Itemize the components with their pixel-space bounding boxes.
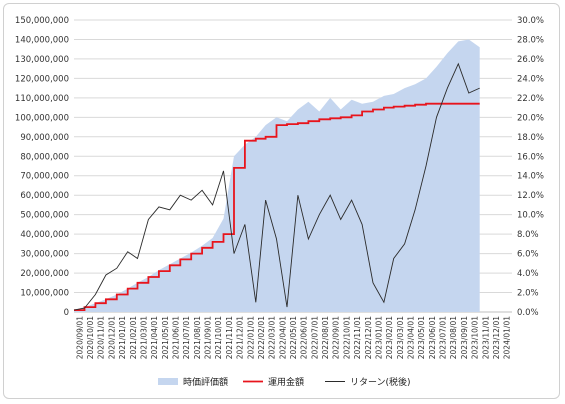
x-tick-label: 2021/05/01 bbox=[161, 316, 170, 359]
x-tick-label: 2022/10/01 bbox=[342, 316, 351, 359]
y2-tick-label: 18.0% bbox=[517, 133, 544, 143]
x-tick-label: 2023/10/01 bbox=[471, 316, 480, 359]
y2-tick-label: 10.0% bbox=[517, 211, 544, 221]
y-tick-label: 90,000,000 bbox=[20, 133, 69, 143]
x-tick-label: 2023/08/01 bbox=[449, 316, 458, 359]
x-tick-label: 2022/01/01 bbox=[246, 316, 255, 359]
x-tick-label: 2023/06/01 bbox=[428, 316, 437, 359]
x-tick-label: 2022/12/01 bbox=[364, 316, 373, 359]
y2-tick-label: 12.0% bbox=[517, 191, 544, 201]
y-tick-label: 70,000,000 bbox=[20, 172, 69, 182]
x-tick-label: 2021/06/01 bbox=[171, 316, 180, 359]
x-tick-label: 2020/09/01 bbox=[75, 316, 84, 359]
y-tick-label: 20,000,000 bbox=[20, 269, 69, 279]
x-tick-label: 2021/07/01 bbox=[182, 316, 191, 359]
line-series-2 bbox=[73, 62, 480, 311]
x-tick-label: 2021/03/01 bbox=[139, 316, 148, 359]
x-tick-label: 2023/07/01 bbox=[439, 316, 448, 359]
line-series-layer bbox=[73, 62, 480, 311]
line-series-1 bbox=[74, 102, 480, 311]
x-tick-label: 2024/01/01 bbox=[503, 316, 512, 359]
y-tick-label: 120,000,000 bbox=[15, 74, 69, 84]
legend-label: リターン(税後) bbox=[350, 376, 411, 388]
x-tick-label: 2022/09/01 bbox=[332, 316, 341, 359]
x-tick-label: 2022/04/01 bbox=[278, 316, 287, 359]
x-tick-label: 2021/12/01 bbox=[236, 316, 245, 359]
y2-tick-label: 6.0% bbox=[517, 250, 539, 260]
x-tick-label: 2023/05/01 bbox=[417, 316, 426, 359]
x-axis-ticks: 2020/09/01 2020/10/01 2020/11/01 2020/12/01… bbox=[75, 316, 511, 359]
y2-tick-label: 4.0% bbox=[517, 269, 539, 279]
x-tick-label: 2021/11/01 bbox=[225, 316, 234, 359]
y-tick-label: 60,000,000 bbox=[20, 191, 69, 201]
y-tick-label: 150,000,000 bbox=[15, 16, 69, 26]
x-tick-label: 2023/04/01 bbox=[407, 316, 416, 359]
y2-tick-label: 14.0% bbox=[517, 172, 544, 182]
x-tick-label: 2021/04/01 bbox=[150, 316, 159, 359]
area-series-0 bbox=[74, 39, 480, 312]
x-tick-label: 2023/02/01 bbox=[385, 316, 394, 359]
y-tick-label: 40,000,000 bbox=[20, 230, 69, 240]
x-tick-label: 2021/10/01 bbox=[214, 316, 223, 359]
y-tick-label: 130,000,000 bbox=[15, 55, 69, 65]
x-tick-label: 2022/11/01 bbox=[353, 316, 362, 359]
x-tick-label: 2022/05/01 bbox=[289, 316, 298, 359]
x-tick-label: 2022/06/01 bbox=[300, 316, 309, 359]
left-axis-ticks: 0 10,000,000 20,000,000 30,000,000 40,000,00… bbox=[15, 16, 69, 318]
legend-label: 時価評価額 bbox=[183, 376, 228, 388]
y-tick-label: 30,000,000 bbox=[20, 250, 69, 260]
right-axis-ticks: 0.0% 2.0% 4.0% 6.0% 8.0% 10.0% 12.0% 14.0% 16.0%… bbox=[517, 16, 544, 318]
y-tick-label: 140,000,000 bbox=[15, 35, 69, 45]
legend: 時価評価額 運用金額 リターン(税後) bbox=[158, 376, 411, 388]
y-tick-label: 110,000,000 bbox=[15, 94, 69, 104]
y2-tick-label: 2.0% bbox=[517, 289, 539, 299]
y-tick-label: 0 bbox=[64, 308, 69, 318]
x-tick-label: 2023/11/01 bbox=[481, 316, 490, 359]
y2-tick-label: 16.0% bbox=[517, 152, 544, 162]
x-tick-label: 2020/10/01 bbox=[86, 316, 95, 359]
x-tick-label: 2021/01/01 bbox=[118, 316, 127, 359]
y2-tick-label: 8.0% bbox=[517, 230, 539, 240]
y2-tick-label: 26.0% bbox=[517, 55, 544, 65]
x-tick-label: 2023/09/01 bbox=[460, 316, 469, 359]
y2-tick-label: 28.0% bbox=[517, 35, 544, 45]
y2-tick-label: 22.0% bbox=[517, 94, 544, 104]
y-tick-label: 50,000,000 bbox=[20, 211, 69, 221]
x-tick-label: 2022/08/01 bbox=[321, 316, 330, 359]
x-tick-label: 2023/01/01 bbox=[374, 316, 383, 359]
x-tick-label: 2023/03/01 bbox=[396, 316, 405, 359]
x-tick-label: 2020/11/01 bbox=[97, 316, 106, 359]
x-tick-label: 2023/12/01 bbox=[492, 316, 501, 359]
x-tick-label: 2021/09/01 bbox=[204, 316, 213, 359]
x-tick-label: 2022/07/01 bbox=[310, 316, 319, 359]
legend-label: 運用金額 bbox=[268, 376, 304, 388]
x-tick-label: 2021/08/01 bbox=[193, 316, 202, 359]
y-tick-label: 100,000,000 bbox=[15, 113, 69, 123]
x-tick-label: 2022/02/01 bbox=[257, 316, 266, 359]
legend-swatch-0 bbox=[158, 378, 178, 385]
x-tick-label: 2020/12/01 bbox=[107, 316, 116, 359]
area-series-layer bbox=[74, 39, 480, 312]
y2-tick-label: 30.0% bbox=[517, 16, 544, 26]
y2-tick-label: 24.0% bbox=[517, 74, 544, 84]
y2-tick-label: 0.0% bbox=[517, 308, 539, 318]
y-tick-label: 10,000,000 bbox=[20, 289, 69, 299]
x-tick-label: 2021/02/01 bbox=[129, 316, 138, 359]
y2-tick-label: 20.0% bbox=[517, 113, 544, 123]
x-tick-label: 2022/03/01 bbox=[268, 316, 277, 359]
y-tick-label: 80,000,000 bbox=[20, 152, 69, 162]
